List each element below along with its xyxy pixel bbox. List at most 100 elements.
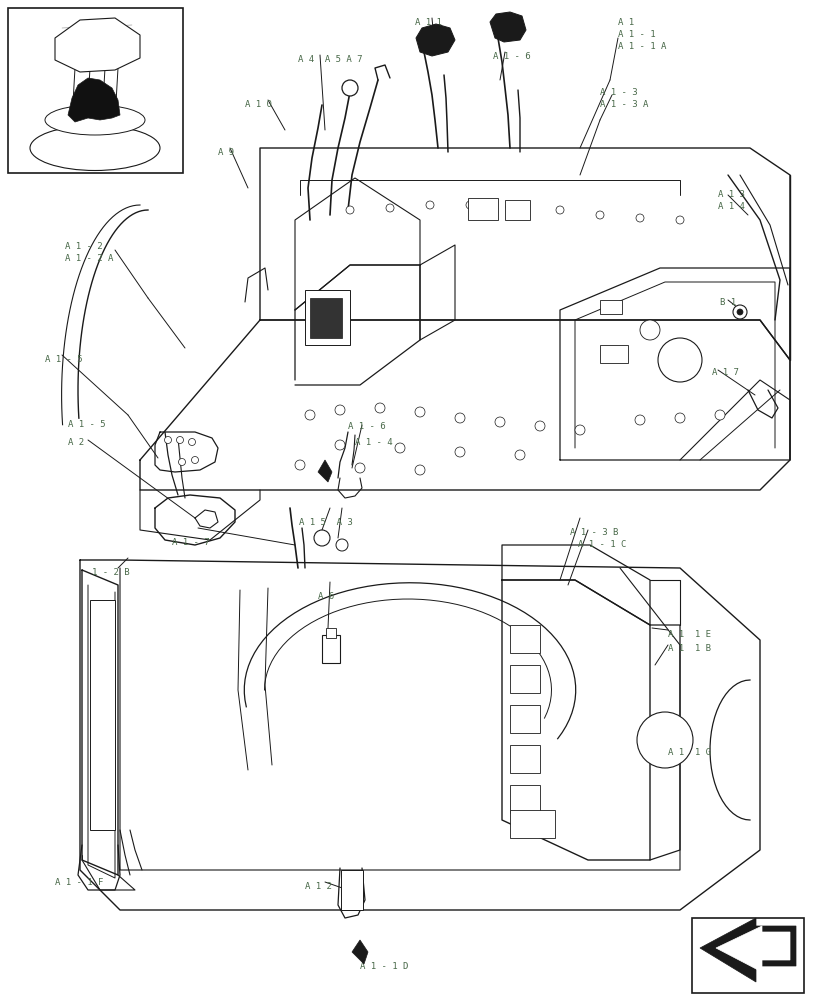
Circle shape [355,463,365,473]
Circle shape [556,206,564,214]
Circle shape [342,80,358,96]
Circle shape [535,421,545,431]
Circle shape [395,443,405,453]
Text: A 1: A 1 [618,18,634,27]
Circle shape [314,530,330,546]
Text: A 6: A 6 [318,592,334,601]
Bar [326,628,336,638]
Circle shape [415,407,425,417]
Polygon shape [352,940,368,964]
Bar [510,785,540,813]
Bar [90,600,115,830]
Bar [510,810,555,838]
Text: A 1 - 1: A 1 - 1 [618,30,655,39]
Bar [510,745,540,773]
Circle shape [192,456,198,464]
Text: A 1 0: A 1 0 [245,100,272,109]
Bar [505,200,530,220]
Bar [510,705,540,733]
Circle shape [176,436,184,444]
Bar [468,198,498,220]
Text: A 1 - 3 B: A 1 - 3 B [570,528,619,537]
Circle shape [466,201,474,209]
Circle shape [426,201,434,209]
Circle shape [733,305,747,319]
Circle shape [636,214,644,222]
Circle shape [346,206,354,214]
Circle shape [455,413,465,423]
Text: A 1 - 1 F: A 1 - 1 F [55,878,104,887]
Polygon shape [716,926,790,972]
Text: A 1 - 4: A 1 - 4 [355,438,392,447]
Circle shape [506,203,514,211]
Circle shape [715,410,725,420]
Text: A 1 - 1 D: A 1 - 1 D [360,962,408,971]
Polygon shape [700,918,796,982]
Circle shape [336,539,348,551]
Ellipse shape [30,125,160,170]
Text: A 1 3: A 1 3 [718,190,745,199]
Bar [510,665,540,693]
Circle shape [658,338,702,382]
Bar [310,298,342,338]
Text: A 9: A 9 [218,148,234,157]
Circle shape [375,403,385,413]
Circle shape [179,458,185,466]
Polygon shape [318,460,332,482]
Text: A 1 - 6: A 1 - 6 [348,422,386,431]
Text: A 2: A 2 [68,438,84,447]
Circle shape [675,413,685,423]
Polygon shape [55,18,140,72]
Circle shape [335,440,345,450]
Text: A 1 - 2: A 1 - 2 [65,242,103,251]
Circle shape [415,465,425,475]
Circle shape [737,309,743,315]
Text: A 1 - 5: A 1 - 5 [68,420,105,429]
Text: 1 - 2 B: 1 - 2 B [92,568,130,577]
Bar [341,870,363,910]
Text: A 1 5  A 3: A 1 5 A 3 [299,518,353,527]
Text: A 1 1: A 1 1 [415,18,442,27]
Bar [305,290,350,345]
Text: A 1 - 6: A 1 - 6 [493,52,530,61]
Text: A 1 - 7: A 1 - 7 [172,538,210,547]
Text: A 1 - 3 A: A 1 - 3 A [600,100,649,109]
Circle shape [305,410,315,420]
Circle shape [295,460,305,470]
Text: A 1 - 1 A: A 1 - 1 A [618,42,667,51]
Circle shape [515,450,525,460]
Circle shape [676,216,684,224]
Circle shape [637,712,693,768]
Bar [8,8,183,173]
Bar [692,918,804,993]
Text: A 1  1 B: A 1 1 B [668,644,711,653]
Text: A 1  1 E: A 1 1 E [668,630,711,639]
Text: A 1 - 1 C: A 1 - 1 C [578,540,627,549]
Text: B 1: B 1 [720,298,736,307]
Text: A 1 2: A 1 2 [305,882,332,891]
Circle shape [640,320,660,340]
Circle shape [495,417,505,427]
Circle shape [386,204,394,212]
Circle shape [335,405,345,415]
Circle shape [635,415,645,425]
Text: A 1 - 3: A 1 - 3 [600,88,637,97]
Polygon shape [68,78,120,122]
Bar [322,635,340,663]
Text: A 1 - 5: A 1 - 5 [45,355,82,364]
Circle shape [455,447,465,457]
Circle shape [596,211,604,219]
Polygon shape [416,24,455,56]
Ellipse shape [45,105,145,135]
Text: A 1  1 G: A 1 1 G [668,748,711,757]
Text: A 1 - 2 A: A 1 - 2 A [65,254,113,263]
Circle shape [165,436,171,444]
Circle shape [575,425,585,435]
Text: A 1 7: A 1 7 [712,368,738,377]
Circle shape [188,438,196,446]
Bar [600,345,628,363]
Bar [510,625,540,653]
Text: A 4  A 5 A 7: A 4 A 5 A 7 [298,55,362,64]
Polygon shape [490,12,526,42]
Bar [600,300,622,314]
